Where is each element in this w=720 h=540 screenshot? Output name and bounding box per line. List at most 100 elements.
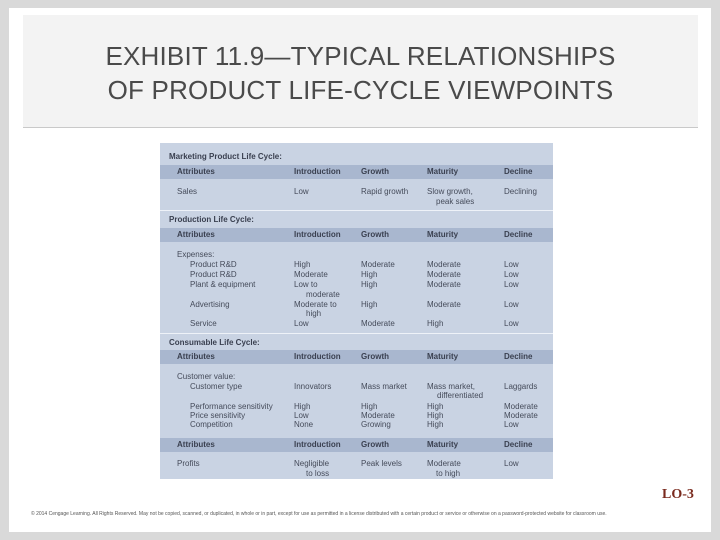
row-decline: Low: [504, 319, 519, 328]
header-maturity: Maturity: [427, 230, 459, 239]
header-growth: Growth: [361, 230, 389, 239]
row-growth: Moderate: [361, 319, 395, 328]
row-introduction: Negligible: [294, 459, 330, 468]
header-attributes: Attributes: [177, 230, 215, 239]
row-introduction: Moderate: [294, 270, 328, 279]
row-decline: Moderate: [504, 411, 538, 420]
row-maturity: Moderate: [427, 270, 461, 279]
row-introduction: Low: [294, 411, 309, 420]
row-maturity: Moderate: [427, 459, 461, 468]
row-decline: Low: [504, 270, 519, 279]
row-maturity-cont: to high: [436, 469, 461, 478]
row-attribute: Performance sensitivity: [190, 402, 273, 411]
header-decline: Decline: [504, 167, 533, 176]
title-line-2: OF PRODUCT LIFE-CYCLE VIEWPOINTS: [107, 75, 614, 105]
header-growth: Growth: [361, 440, 389, 449]
row-introduction: High: [294, 260, 311, 269]
row-growth: Moderate: [361, 411, 395, 420]
consumable-header-band: Attributes Introduction Growth Maturity …: [160, 350, 553, 364]
row-growth: Growing: [361, 420, 391, 429]
row-decline: Low: [504, 300, 519, 309]
row-attribute: Plant & equipment: [190, 280, 256, 289]
row-attribute: Profits: [177, 459, 200, 468]
row-decline: Low: [504, 459, 519, 468]
slide-title: EXHIBIT 11.9—TYPICAL RELATIONSHIPS OF PR…: [23, 39, 698, 107]
copyright-notice: © 2014 Cengage Learning. All Rights Rese…: [31, 511, 607, 517]
row-attribute: Product R&D: [190, 270, 237, 279]
title-line-1: EXHIBIT 11.9—TYPICAL RELATIONSHIPS: [105, 41, 616, 71]
row-attribute: Customer type: [190, 382, 243, 391]
row-decline: Laggards: [504, 382, 538, 391]
header-attributes: Attributes: [177, 352, 215, 361]
row-growth: Peak levels: [361, 459, 402, 468]
row-attribute: Sales: [177, 187, 198, 196]
row-growth: High: [361, 300, 378, 309]
title-divider: [23, 127, 698, 128]
header-attributes: Attributes: [177, 440, 215, 449]
learning-objective-label: LO-3: [662, 487, 694, 502]
header-attributes: Attributes: [177, 167, 215, 176]
row-decline: Moderate: [504, 402, 538, 411]
header-introduction: Introduction: [294, 440, 341, 449]
title-box: EXHIBIT 11.9—TYPICAL RELATIONSHIPS OF PR…: [23, 15, 698, 127]
row-decline: Low: [504, 280, 519, 289]
row-introduction: Low: [294, 319, 309, 328]
row-maturity-cont: peak sales: [436, 197, 475, 206]
profits-header-band: Attributes Introduction Growth Maturity …: [160, 438, 553, 452]
section-separator: [160, 210, 553, 211]
row-introduction: Low to: [294, 280, 318, 289]
row-introduction-cont: moderate: [306, 290, 340, 299]
row-decline: Declining: [504, 187, 537, 196]
header-growth: Growth: [361, 167, 389, 176]
row-decline: Low: [504, 420, 519, 429]
header-decline: Decline: [504, 440, 533, 449]
row-introduction: High: [294, 402, 311, 411]
row-introduction: Innovators: [294, 382, 332, 391]
header-introduction: Introduction: [294, 167, 341, 176]
row-maturity: High: [427, 319, 444, 328]
row-attribute: Price sensitivity: [190, 411, 246, 420]
row-introduction: Moderate to: [294, 300, 337, 309]
row-introduction-cont: high: [306, 309, 322, 318]
row-growth: High: [361, 402, 378, 411]
row-maturity: Moderate: [427, 280, 461, 289]
row-attribute: Product R&D: [190, 260, 237, 269]
row-introduction: None: [294, 420, 314, 429]
production-header-band: Attributes Introduction Growth Maturity …: [160, 228, 553, 242]
row-maturity: High: [427, 411, 444, 420]
production-section-title: Production Life Cycle:: [169, 215, 254, 224]
row-growth: Mass market: [361, 382, 407, 391]
header-decline: Decline: [504, 352, 533, 361]
header-decline: Decline: [504, 230, 533, 239]
section-separator: [160, 333, 553, 334]
row-introduction-cont: to loss: [306, 469, 330, 478]
customer-value-group-label: Customer value:: [177, 372, 236, 381]
marketing-section-title: Marketing Product Life Cycle:: [169, 152, 282, 161]
marketing-header-band: Attributes Introduction Growth Maturity …: [160, 165, 553, 179]
row-maturity: Mass market,: [427, 382, 476, 391]
exhibit-table-image: Marketing Product Life Cycle: Attributes…: [160, 143, 553, 479]
row-maturity: High: [427, 402, 444, 411]
row-growth: Rapid growth: [361, 187, 409, 196]
header-growth: Growth: [361, 352, 389, 361]
consumable-section-title: Consumable Life Cycle:: [169, 338, 260, 347]
expenses-group-label: Expenses:: [177, 250, 215, 259]
row-attribute: Competition: [190, 420, 233, 429]
header-introduction: Introduction: [294, 352, 341, 361]
header-introduction: Introduction: [294, 230, 341, 239]
row-decline: Low: [504, 260, 519, 269]
row-attribute: Advertising: [190, 300, 230, 309]
row-growth: Moderate: [361, 260, 395, 269]
row-introduction: Low: [294, 187, 309, 196]
row-maturity: Moderate: [427, 260, 461, 269]
row-growth: High: [361, 270, 378, 279]
row-maturity: High: [427, 420, 444, 429]
row-maturity: Moderate: [427, 300, 461, 309]
row-growth: High: [361, 280, 378, 289]
header-maturity: Maturity: [427, 167, 459, 176]
row-maturity: Slow growth,: [427, 187, 473, 196]
row-attribute: Service: [190, 319, 217, 328]
header-maturity: Maturity: [427, 352, 459, 361]
header-maturity: Maturity: [427, 440, 459, 449]
row-maturity-cont: differentiated: [437, 391, 484, 400]
